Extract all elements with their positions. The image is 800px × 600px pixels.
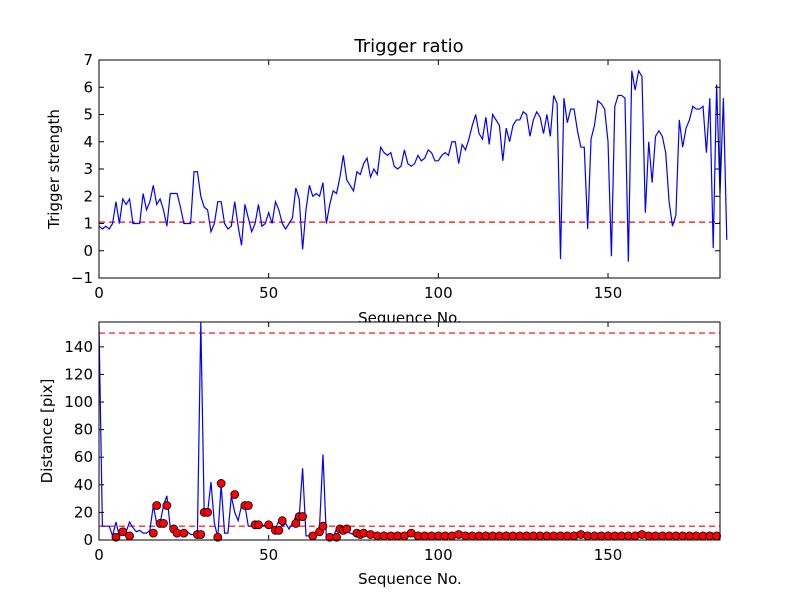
distance-marker (148, 528, 158, 538)
bottom-y-tick-label: 80 (74, 421, 93, 439)
top-plot-frame (98, 59, 721, 279)
distance-marker (298, 512, 308, 521)
distance-marker (162, 501, 172, 510)
top-y-tick-label: 0 (83, 242, 93, 260)
bottom-y-tick-label: 140 (64, 338, 93, 356)
distance-marker (152, 501, 162, 510)
distance-marker (196, 530, 206, 539)
top-y-tick-label: 7 (83, 51, 93, 69)
distance-marker (277, 516, 287, 526)
bottom-plot-frame (98, 321, 721, 541)
bottom-y-tick-label: 100 (64, 393, 93, 411)
chart-title: Trigger ratio (353, 36, 463, 57)
bottom-y-tick-label: 40 (74, 476, 93, 494)
top-x-tick-label: 50 (259, 284, 278, 302)
top-y-tick-label: 4 (83, 133, 93, 151)
distance-marker (230, 490, 240, 499)
distance-marker (332, 532, 341, 542)
top-y-tick-label: 3 (83, 160, 93, 178)
bottom-y-tick-label: 20 (74, 503, 93, 521)
bottom-x-axis-label: Sequence No. (358, 570, 462, 588)
distance-marker (342, 524, 352, 534)
distance-marker (118, 527, 128, 537)
top-y-tick-label: 6 (83, 78, 93, 96)
distance-marker (318, 521, 328, 531)
bottom-x-tick-label: 50 (259, 546, 278, 564)
top-y-tick-label: −1 (71, 269, 93, 287)
distance-marker (216, 479, 226, 488)
top-y-tick-label: 2 (83, 187, 93, 205)
distance-marker (159, 519, 168, 528)
distance-marker (125, 531, 134, 541)
top-x-tick-label: 0 (94, 284, 104, 302)
distance-marker (179, 528, 189, 538)
bottom-y-tick-label: 60 (74, 448, 93, 466)
distance-marker (243, 501, 253, 510)
distance-marker (203, 508, 212, 517)
bottom-y-axis-label: Distance [pix] (38, 379, 56, 484)
top-y-tick-label: 5 (83, 106, 93, 124)
distance-marker (291, 519, 301, 528)
distance-subplot: 0 50 100 150 0 20 40 60 80 100 120 140 Sequence No.… (38, 321, 722, 588)
bottom-y-tick-label: 120 (64, 365, 93, 383)
bottom-x-tick-label: 0 (94, 546, 104, 564)
top-x-tick-label: 100 (424, 284, 453, 302)
bottom-plot-area (99, 322, 720, 540)
distance-marker (264, 520, 274, 530)
top-plot-area (99, 60, 720, 278)
bottom-x-tick-label: 150 (594, 546, 623, 564)
bottom-x-tick-label: 100 (424, 546, 453, 564)
distance-marker (254, 520, 263, 530)
top-y-axis-label: Trigger strength (45, 109, 63, 230)
distance-marker (274, 525, 284, 535)
distance-markers (111, 479, 722, 542)
distance-marker (712, 531, 722, 541)
top-x-tick-label: 150 (594, 284, 623, 302)
bottom-y-tick-label: 0 (83, 531, 93, 549)
top-y-tick-label: 1 (83, 215, 93, 233)
trigger-strength-series (98, 69, 728, 262)
distance-marker (213, 532, 223, 542)
distance-marker (111, 532, 121, 542)
